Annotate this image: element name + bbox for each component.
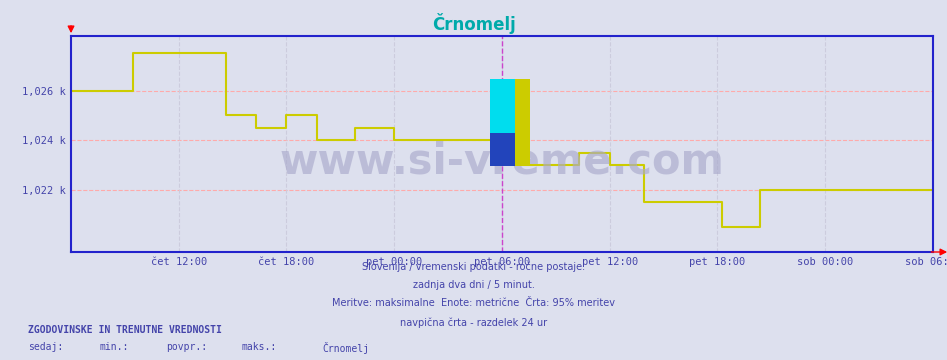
Text: povpr.:: povpr.: (166, 342, 206, 352)
Text: navpična črta - razdelek 24 ur: navpična črta - razdelek 24 ur (400, 317, 547, 328)
Text: min.:: min.: (99, 342, 129, 352)
Bar (515, 79, 530, 166)
Bar (490, 133, 517, 166)
Text: Črnomelj: Črnomelj (322, 342, 369, 354)
Text: Črnomelj: Črnomelj (432, 13, 515, 33)
Text: zadnja dva dni / 5 minut.: zadnja dva dni / 5 minut. (413, 280, 534, 290)
Text: Meritve: maksimalne  Enote: metrične  Črta: 95% meritev: Meritve: maksimalne Enote: metrične Črta… (332, 298, 615, 309)
Text: Slovenija / vremenski podatki - ročne postaje.: Slovenija / vremenski podatki - ročne po… (362, 261, 585, 271)
Text: sedaj:: sedaj: (28, 342, 63, 352)
Text: www.si-vreme.com: www.si-vreme.com (279, 140, 724, 182)
Bar (490, 79, 517, 133)
Text: ZGODOVINSKE IN TRENUTNE VREDNOSTI: ZGODOVINSKE IN TRENUTNE VREDNOSTI (28, 325, 223, 335)
Text: maks.:: maks.: (241, 342, 277, 352)
